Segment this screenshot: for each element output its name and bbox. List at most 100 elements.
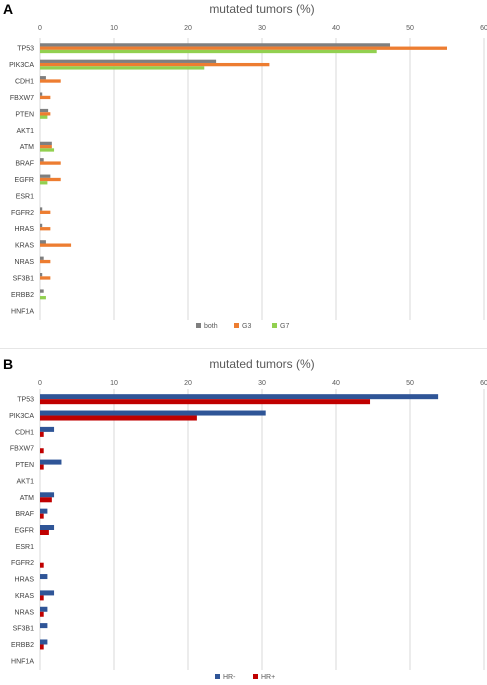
bar-both-nras <box>40 256 44 260</box>
bar-g3-kras <box>40 243 72 247</box>
category-label: TP53 <box>17 397 34 404</box>
legend-swatch <box>253 674 258 679</box>
category-label: KRAS <box>15 243 34 250</box>
bar-hr--nras <box>40 611 44 617</box>
bar-both-kras <box>40 240 46 244</box>
bar-g7-egfr <box>40 181 48 185</box>
category-label: EGFR <box>15 528 34 535</box>
bar-hr--cdh1 <box>40 431 44 437</box>
category-label: FBXW7 <box>10 446 34 453</box>
x-tick-label: 50 <box>406 25 414 32</box>
bar-hr--egfr <box>40 525 55 530</box>
category-label: NRAS <box>15 609 35 616</box>
legend-label: G7 <box>280 323 289 330</box>
category-label: HRAS <box>15 226 35 233</box>
chart-title: mutated tumors (%) <box>209 2 314 16</box>
legend-label: HR- <box>223 674 236 681</box>
x-tick-label: 30 <box>258 25 266 32</box>
bar-both-hras <box>40 223 43 228</box>
bar-both-atm <box>40 141 52 146</box>
category-label: HRAS <box>15 577 35 584</box>
x-tick-label: 10 <box>110 380 118 387</box>
category-label: ERBB2 <box>11 292 34 299</box>
panel-label-b: B <box>3 356 14 372</box>
bar-both-braf <box>40 158 44 162</box>
bar-both-fbxw7 <box>40 92 43 96</box>
bar-both-erbb2 <box>40 289 44 293</box>
bar-hr--kras <box>40 595 44 601</box>
category-label: KRAS <box>15 593 34 600</box>
panel-label-a: A <box>3 1 14 17</box>
bar-hr--hras <box>40 574 48 580</box>
x-tick-label: 20 <box>184 25 192 32</box>
category-label: AKT1 <box>16 478 34 485</box>
x-tick-label: 50 <box>406 380 414 387</box>
category-label: FBXW7 <box>10 95 34 102</box>
category-label: AKT1 <box>16 128 34 135</box>
x-tick-label: 10 <box>110 25 118 32</box>
x-tick-label: 20 <box>184 380 192 387</box>
chart-panel-b: B mutated tumors (%) 0 10 20 30 40 50 60 TP53 PIK… <box>0 355 487 685</box>
bar-hr--pten <box>40 459 62 465</box>
legend-swatch <box>196 323 201 328</box>
bar-hr--tp53 <box>40 394 439 400</box>
bar-hr--pten <box>40 464 44 470</box>
category-label: PTEN <box>15 462 34 469</box>
category-label: CDH1 <box>15 79 34 86</box>
bar-both-pten <box>40 108 49 113</box>
category-label: ATM <box>20 144 34 151</box>
chart-a-svg: mutated tumors (%) 0 10 20 30 40 50 60 TP53 PIK3C… <box>9 2 487 330</box>
legend-label: both <box>204 323 218 330</box>
chart-b-svg: mutated tumors (%) 0 10 20 30 40 50 60 TP53 PIK3C… <box>9 357 487 681</box>
bar-g3-nras <box>40 259 51 264</box>
category-label: HNF1A <box>11 658 34 665</box>
bar-g3-fgfr2 <box>40 210 51 214</box>
category-label: ERBB2 <box>11 642 34 649</box>
bar-both-fgfr2 <box>40 207 43 211</box>
bar-g7-pten <box>40 115 48 119</box>
panel-divider <box>0 348 487 349</box>
category-label: PIK3CA <box>9 62 34 69</box>
bar-g3-braf <box>40 161 61 165</box>
bar-g3-hras <box>40 227 51 231</box>
legend-label: G3 <box>242 323 251 330</box>
category-label: ESR1 <box>16 193 34 200</box>
bar-g7-pik3ca <box>40 66 205 70</box>
x-tick-label: 30 <box>258 380 266 387</box>
category-label: BRAF <box>15 161 34 168</box>
category-label: FGFR2 <box>11 210 34 217</box>
bar-g3-egfr <box>40 177 61 182</box>
bar-both-sf3b1 <box>40 273 43 277</box>
category-label: HNF1A <box>11 308 34 315</box>
x-tick-label: 60 <box>480 25 487 32</box>
bar-hr--pik3ca <box>40 410 266 416</box>
x-tick-label: 0 <box>38 25 42 32</box>
bar-hr--fgfr2 <box>40 562 44 568</box>
bar-hr--braf <box>40 513 44 519</box>
bar-hr--atm <box>40 492 55 498</box>
category-label: SF3B1 <box>13 626 35 633</box>
x-tick-label: 60 <box>480 380 487 387</box>
bar-hr--cdh1 <box>40 426 55 432</box>
bar-both-cdh1 <box>40 76 46 80</box>
bar-g7-erbb2 <box>40 296 46 300</box>
bar-hr--atm <box>40 497 52 503</box>
bar-g3-fbxw7 <box>40 95 51 100</box>
category-label: EGFR <box>15 177 34 184</box>
x-tick-label: 0 <box>38 380 42 387</box>
x-tick-label: 40 <box>332 25 340 32</box>
category-label: BRAF <box>15 511 34 518</box>
category-label: ESR1 <box>16 544 34 551</box>
bar-hr--fbxw7 <box>40 448 44 454</box>
category-label: ATM <box>20 495 34 502</box>
bar-hr--egfr <box>40 530 49 535</box>
bar-g3-pten <box>40 112 51 116</box>
bar-g3-tp53 <box>40 46 447 50</box>
category-label: PTEN <box>15 111 34 118</box>
bar-hr--erbb2 <box>40 639 48 645</box>
bar-hr--kras <box>40 590 55 596</box>
legend-swatch <box>215 674 220 679</box>
bar-hr--sf3b1 <box>40 623 48 629</box>
category-label: FGFR2 <box>11 560 34 567</box>
bar-both-egfr <box>40 174 51 178</box>
